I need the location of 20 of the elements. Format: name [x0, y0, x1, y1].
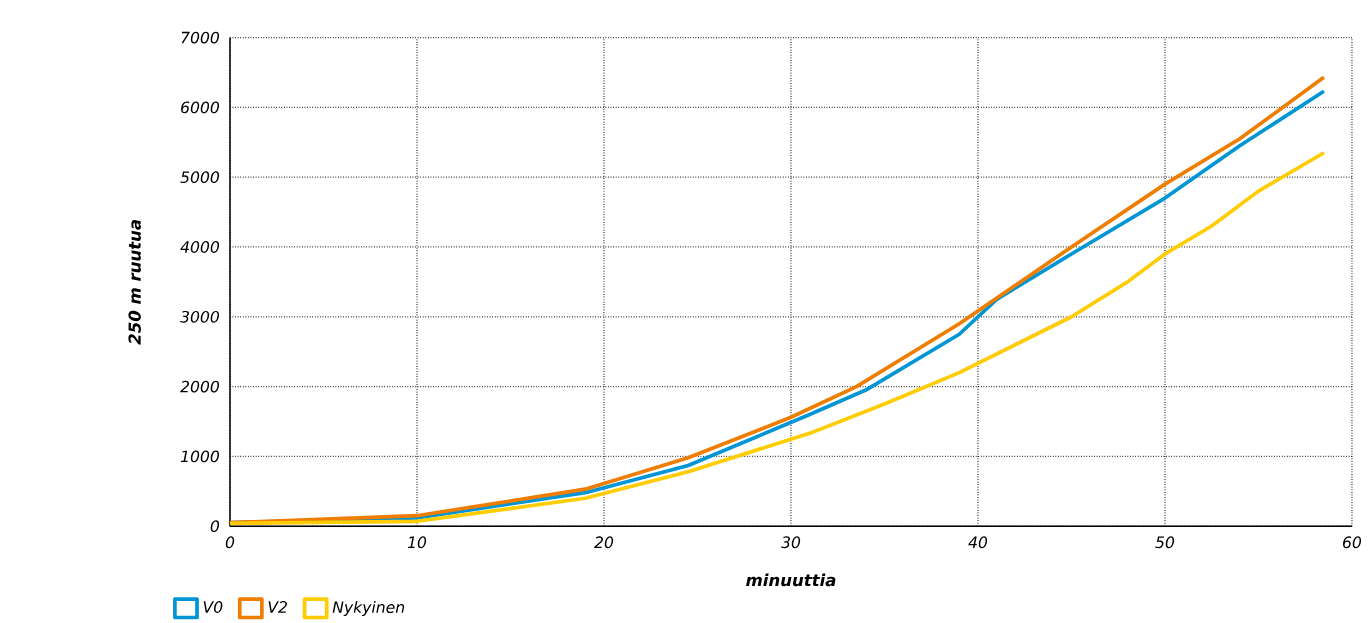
y-tick-label: 3000 [180, 310, 220, 323]
x-tick-label: 50 [1155, 536, 1175, 549]
x-tick-label: 0 [225, 536, 235, 549]
y-axis-title: 250 m ruutua [128, 220, 141, 345]
legend-label: V2 [268, 601, 288, 613]
legend-label: V0 [203, 601, 223, 613]
y-tick-label: 0 [210, 520, 220, 533]
y-tick-label: 4000 [180, 241, 220, 253]
x-tick-label: 20 [594, 536, 614, 549]
x-tick-label: 30 [781, 536, 801, 549]
legend-label: Nykyinen [332, 600, 405, 617]
y-tick-label: 5000 [180, 171, 220, 184]
y-tick-label: 6000 [181, 101, 220, 114]
y-tick-label: 1000 [180, 450, 220, 463]
y-tick-label: 2000 [180, 380, 220, 393]
x-tick-label: 60 [1343, 536, 1362, 549]
x-tick-label: 10 [407, 536, 427, 549]
x-axis-title: minuuttia [746, 573, 836, 587]
x-tick-label: 40 [968, 536, 988, 549]
y-tick-label: 7000 [181, 31, 220, 44]
